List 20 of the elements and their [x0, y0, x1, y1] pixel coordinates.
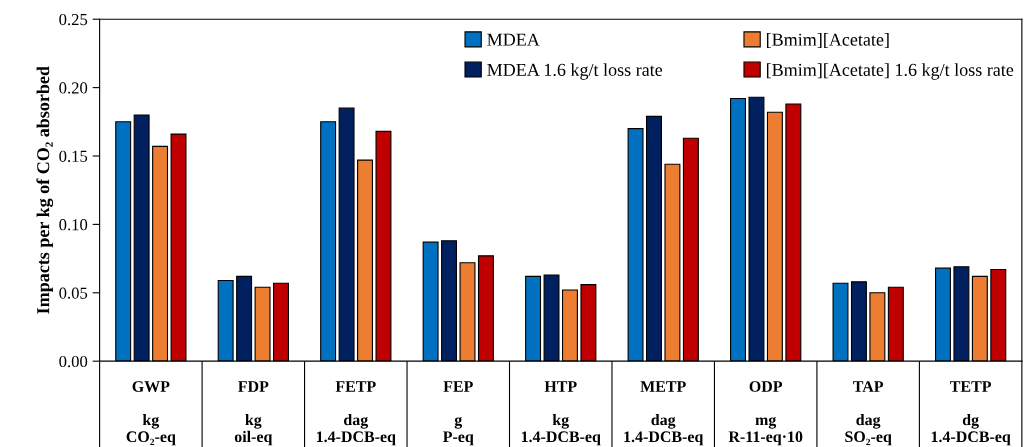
y-tick-label: 0.15 [59, 150, 88, 163]
legend-label: [Bmim][Acetate] [766, 33, 889, 48]
category-label: METP dag 1.4-DCB-eq [624, 381, 704, 446]
category-label: FEP g P-eq [443, 381, 474, 446]
legend-label: [Bmim][Acetate] 1.6 kg/t loss rate [766, 63, 1014, 80]
category-label: GWP kg CO₂-eq [126, 381, 176, 446]
legend-label: MDEA [487, 33, 540, 46]
y-tick-label: 0.10 [59, 219, 88, 231]
category-label: TETP dg 1.4-DCB-eq [931, 381, 1011, 446]
y-tick-label: 0.25 [59, 13, 88, 26]
category-label: ODP mg R-11-eq·10 [728, 381, 803, 446]
category-label: TAP dag SO₂-eq [845, 381, 892, 446]
y-axis-title: Impacts per kg of CO₂ absorbed [36, 66, 54, 314]
category-label: FETP dag 1.4-DCB-eq [316, 381, 396, 446]
legend-label: MDEA 1.6 kg/t loss rate [487, 63, 663, 80]
y-tick-label: 0.20 [59, 82, 88, 94]
y-tick-label: 0.05 [59, 287, 88, 299]
y-tick-label: 0.00 [59, 355, 88, 368]
category-label: HTP kg 1.4-DCB-eq [521, 381, 601, 446]
category-label: FDP kg oil-eq [234, 381, 273, 446]
